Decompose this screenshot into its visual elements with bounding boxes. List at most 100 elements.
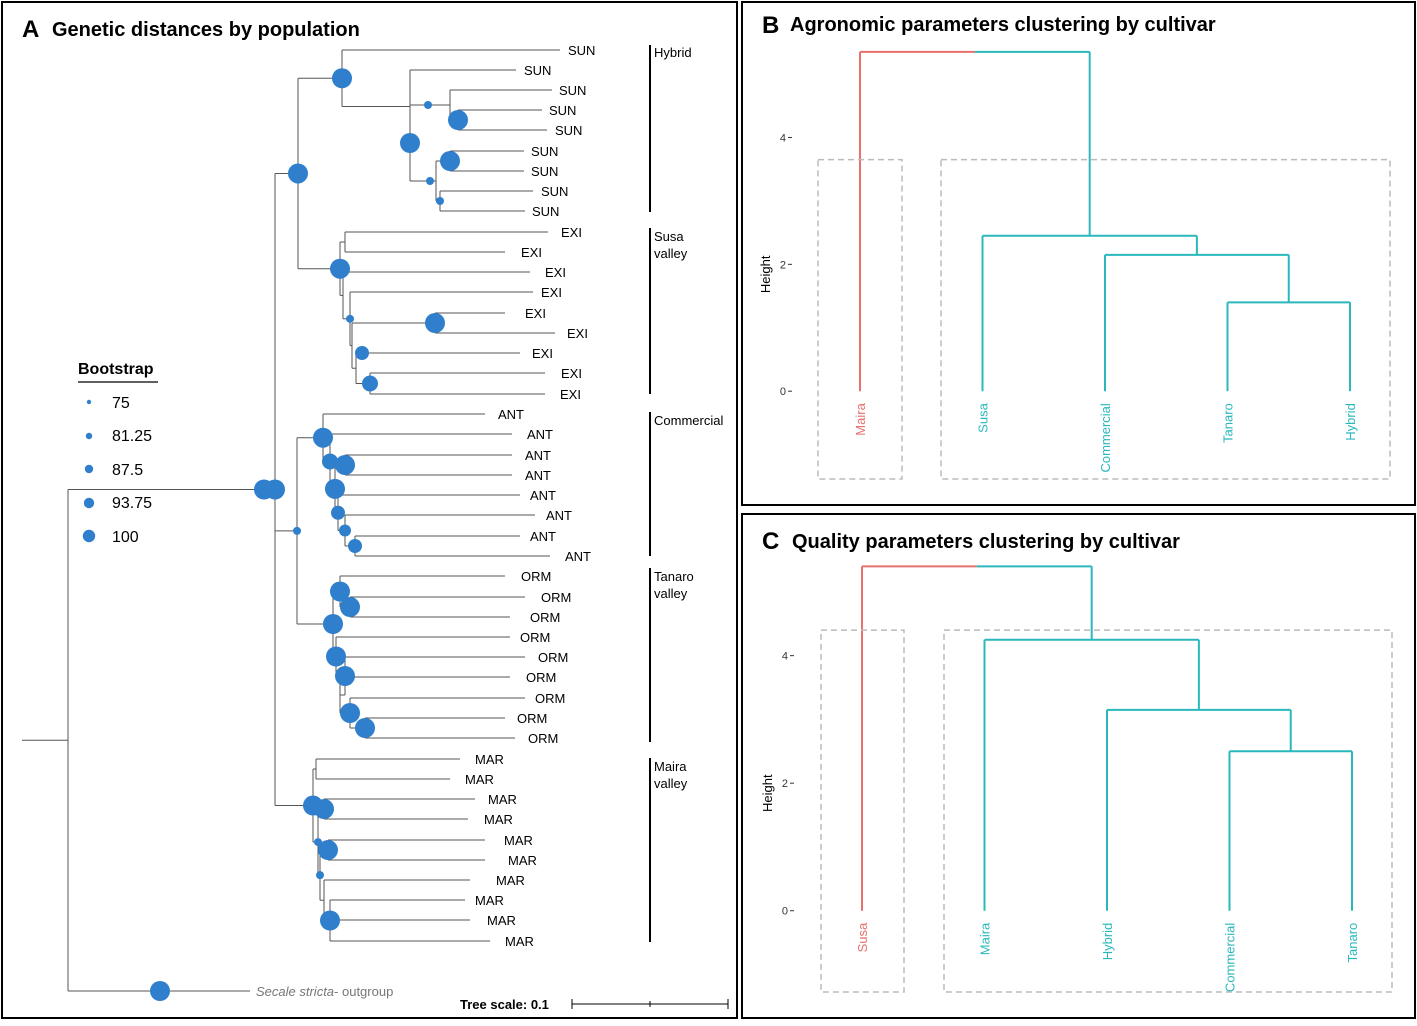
panel-a-letter: A bbox=[22, 16, 39, 43]
bootstrap-node-dot bbox=[424, 101, 432, 109]
leaf-label: MAR bbox=[508, 853, 537, 868]
bootstrap-node-dot bbox=[335, 666, 355, 686]
bootstrap-node-dot bbox=[288, 163, 308, 184]
bootstrap-node-dot bbox=[322, 453, 338, 470]
leaf-label: ORM bbox=[541, 590, 571, 605]
leaf-label: SUN bbox=[531, 164, 558, 179]
group-label-maira-2: valley bbox=[654, 776, 688, 791]
legend-label-87-5: 87.5 bbox=[112, 462, 143, 479]
leaf-label: ANT bbox=[525, 448, 551, 463]
bootstrap-legend: Bootstrap 75 81.25 87.5 93.75 100 bbox=[78, 361, 158, 546]
bootstrap-node-dot bbox=[330, 258, 350, 279]
leaf-label: EXI bbox=[560, 387, 581, 402]
bootstrap-node-dot bbox=[318, 840, 338, 860]
leaf-label: MAR bbox=[465, 772, 494, 787]
dendrogram-quality: Height 0 2 4 Susa Maira Hybrid Commercial Tanaro bbox=[760, 565, 1393, 993]
dendro-leaf-label: Susa bbox=[855, 922, 870, 952]
group-label-commercial: Commercial bbox=[654, 413, 723, 428]
leaf-label: MAR bbox=[488, 792, 517, 807]
y-tick-label: 4 bbox=[780, 132, 786, 144]
dendro-leaf-label: Tanaro bbox=[1221, 403, 1236, 443]
leaf-label: SUN bbox=[541, 184, 568, 199]
leaf-label: SUN bbox=[549, 103, 576, 118]
leaf-label: ANT bbox=[498, 407, 524, 422]
leaf-label: ORM bbox=[521, 569, 551, 584]
leaf-label: EXI bbox=[567, 326, 588, 341]
panel-b-letter: B bbox=[762, 12, 779, 39]
bootstrap-node-dot bbox=[425, 313, 445, 333]
dendro-leaf-label: Hybrid bbox=[1100, 923, 1115, 961]
bootstrap-node-dot bbox=[362, 375, 378, 392]
leaf-label: ORM bbox=[538, 650, 568, 665]
bootstrap-node-dot bbox=[332, 68, 352, 89]
bootstrap-node-dot bbox=[316, 871, 324, 880]
leaf-label: EXI bbox=[561, 366, 582, 381]
bootstrap-node-dot bbox=[348, 539, 362, 553]
bootstrap-node-dot bbox=[440, 151, 460, 171]
dendrogram-agronomic: Height 0 2 4 Maira Susa Commercial Tanaro Hybrid bbox=[758, 50, 1391, 480]
bootstrap-node-dot bbox=[340, 703, 360, 723]
leaf-label: EXI bbox=[525, 306, 546, 321]
bootstrap-node-dot bbox=[335, 455, 355, 475]
bootstrap-node-dot bbox=[303, 795, 323, 816]
dendro-leaf-label: Tanaro bbox=[1345, 923, 1360, 963]
dendro-leaf-label: Susa bbox=[976, 402, 991, 432]
leaf-label: MAR bbox=[487, 913, 516, 928]
bootstrap-node-dot bbox=[436, 197, 444, 205]
leaf-label: SUN bbox=[524, 63, 551, 78]
cluster-box bbox=[940, 158, 1391, 480]
bootstrap-node-dot bbox=[355, 718, 375, 738]
bootstrap-node-dot bbox=[323, 614, 343, 634]
y-tick-label: 0 bbox=[782, 906, 788, 918]
outgroup-label: Secale stricta- outgroup bbox=[256, 984, 393, 999]
leaf-label: EXI bbox=[541, 285, 562, 300]
phylogenetic-tree: SUNSUNSUNSUNSUNSUNSUNSUNSUNEXIEXIEXIEXIE… bbox=[22, 43, 595, 1001]
legend-dot-87-5 bbox=[84, 464, 94, 474]
tree-scale-label: Tree scale: 0.1 bbox=[460, 997, 549, 1012]
y-tick-label: 0 bbox=[780, 386, 786, 398]
leaf-label: ANT bbox=[525, 468, 551, 483]
panel-b-title: Agronomic parameters clustering by culti… bbox=[790, 14, 1216, 36]
bootstrap-node-dot bbox=[313, 427, 333, 448]
legend-label-100: 100 bbox=[112, 529, 139, 546]
leaf-label: EXI bbox=[521, 245, 542, 260]
leaf-label: MAR bbox=[505, 934, 534, 949]
leaf-label: SUN bbox=[532, 204, 559, 219]
leaf-label: ORM bbox=[535, 691, 565, 706]
bootstrap-node-dot bbox=[340, 597, 360, 617]
bootstrap-node-dot bbox=[426, 177, 434, 185]
leaf-label: EXI bbox=[545, 265, 566, 280]
dendro-leaf-label: Maira bbox=[978, 922, 993, 955]
group-label-tanaro: Tanaro bbox=[654, 569, 694, 584]
group-label-maira: Maira bbox=[654, 759, 687, 774]
bootstrap-node-dot bbox=[339, 524, 351, 537]
dendro-leaf-label: Hybrid bbox=[1343, 403, 1358, 441]
dendro-leaf-label: Maira bbox=[853, 402, 868, 435]
legend-label-93-75: 93.75 bbox=[112, 495, 152, 512]
bootstrap-node-dot bbox=[326, 646, 346, 667]
leaf-label: EXI bbox=[532, 346, 553, 361]
group-label-susa: Susa bbox=[654, 229, 684, 244]
leaf-label: ANT bbox=[527, 427, 553, 442]
legend-dot-100 bbox=[82, 529, 96, 543]
bootstrap-node-dot bbox=[314, 838, 322, 847]
bootstrap-node-dot bbox=[448, 110, 468, 130]
legend-title: Bootstrap bbox=[78, 361, 154, 378]
leaf-label: MAR bbox=[475, 752, 504, 767]
panel-a-frame bbox=[1, 1, 738, 1019]
leaf-label: SUN bbox=[531, 144, 558, 159]
leaf-label: ANT bbox=[530, 529, 556, 544]
bootstrap-node-dot bbox=[346, 314, 354, 323]
panel-c-letter: C bbox=[762, 528, 779, 555]
y-axis-label: Height bbox=[758, 255, 773, 293]
bootstrap-node-dot bbox=[355, 346, 369, 360]
bootstrap-node-dot bbox=[325, 478, 345, 499]
leaf-label: MAR bbox=[475, 893, 504, 908]
legend-label-75: 75 bbox=[112, 395, 130, 412]
leaf-label: ANT bbox=[565, 549, 591, 564]
leaf-label: ORM bbox=[530, 610, 560, 625]
group-label-hybrid: Hybrid bbox=[654, 45, 692, 60]
leaf-label: ORM bbox=[520, 630, 550, 645]
leaf-label: MAR bbox=[496, 873, 525, 888]
